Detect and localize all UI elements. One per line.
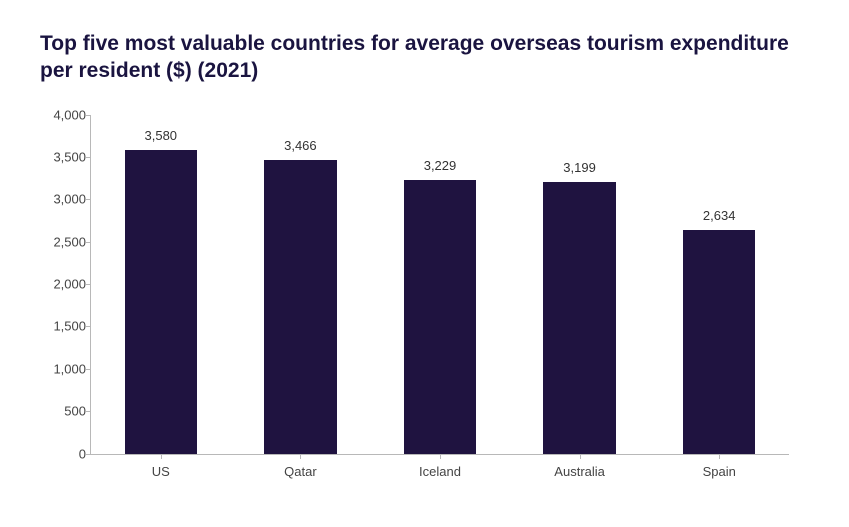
y-tick-label: 1,000 — [36, 361, 86, 376]
y-tick-mark — [86, 284, 91, 285]
x-tick-label: Iceland — [419, 464, 461, 479]
x-tick-label: Qatar — [284, 464, 317, 479]
y-tick-label: 0 — [36, 446, 86, 461]
chart-container: Top five most valuable countries for ave… — [0, 0, 849, 527]
y-tick-mark — [86, 411, 91, 412]
bar: 2,634 — [683, 230, 756, 453]
x-tick-mark — [440, 454, 441, 459]
y-tick-mark — [86, 369, 91, 370]
y-tick-mark — [86, 326, 91, 327]
bar-value-label: 3,466 — [284, 138, 317, 153]
chart-area: 05001,0001,5002,0002,5003,0003,5004,0003… — [90, 115, 789, 485]
y-tick-label: 3,500 — [36, 149, 86, 164]
x-tick-mark — [580, 454, 581, 459]
y-tick-label: 4,000 — [36, 107, 86, 122]
x-tick-mark — [719, 454, 720, 459]
x-tick-mark — [161, 454, 162, 459]
chart-title: Top five most valuable countries for ave… — [40, 30, 800, 85]
y-tick-mark — [86, 242, 91, 243]
bar: 3,199 — [543, 182, 616, 453]
y-tick-mark — [86, 115, 91, 116]
bar-value-label: 2,634 — [703, 208, 736, 223]
bar: 3,466 — [264, 160, 337, 454]
y-tick-mark — [86, 157, 91, 158]
bar: 3,580 — [125, 150, 198, 453]
y-tick-label: 3,000 — [36, 192, 86, 207]
y-tick-label: 2,000 — [36, 277, 86, 292]
bar: 3,229 — [404, 180, 477, 454]
x-tick-label: Spain — [703, 464, 736, 479]
x-tick-label: Australia — [554, 464, 605, 479]
plot-region: 05001,0001,5002,0002,5003,0003,5004,0003… — [90, 115, 789, 455]
y-tick-mark — [86, 454, 91, 455]
y-tick-mark — [86, 199, 91, 200]
x-tick-mark — [300, 454, 301, 459]
y-tick-label: 500 — [36, 404, 86, 419]
x-tick-label: US — [152, 464, 170, 479]
y-tick-label: 1,500 — [36, 319, 86, 334]
bar-value-label: 3,199 — [563, 160, 596, 175]
bar-value-label: 3,580 — [145, 128, 178, 143]
y-tick-label: 2,500 — [36, 234, 86, 249]
bar-value-label: 3,229 — [424, 158, 457, 173]
